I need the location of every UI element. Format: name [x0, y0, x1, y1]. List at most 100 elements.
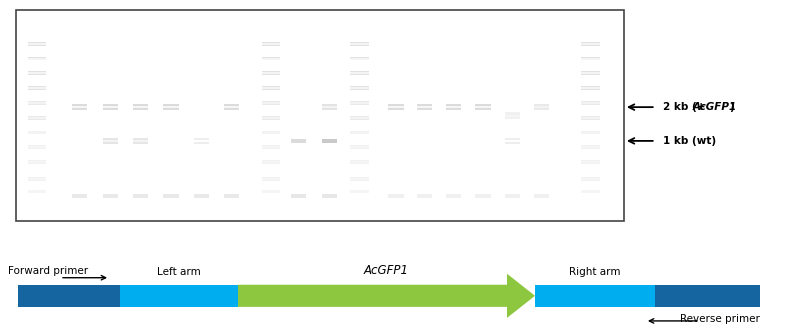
Bar — [262, 131, 281, 134]
Bar — [224, 106, 239, 108]
Bar — [28, 87, 46, 89]
Bar — [262, 190, 281, 193]
Bar — [194, 194, 209, 198]
Bar — [582, 160, 600, 164]
Bar — [389, 194, 404, 198]
Bar — [534, 104, 549, 110]
Bar — [350, 161, 369, 163]
Text: C5: C5 — [103, 38, 118, 48]
Bar — [582, 72, 600, 74]
Bar — [322, 104, 337, 110]
Bar — [28, 146, 46, 148]
Bar — [446, 104, 462, 110]
Bar — [262, 42, 281, 46]
Bar — [350, 160, 369, 164]
Text: AcGFP1: AcGFP1 — [364, 264, 409, 277]
Polygon shape — [238, 274, 535, 318]
Bar — [72, 194, 87, 198]
Bar — [18, 285, 120, 307]
Bar — [582, 131, 600, 134]
Bar — [534, 194, 549, 198]
Bar — [582, 145, 600, 149]
Bar — [350, 43, 369, 45]
Text: C11: C11 — [502, 38, 522, 48]
Bar — [582, 86, 600, 90]
Bar — [505, 115, 520, 117]
Bar — [505, 113, 520, 119]
Text: ssDNA-ss: ssDNA-ss — [435, 21, 494, 31]
Bar — [133, 140, 148, 142]
Bar — [262, 57, 281, 61]
Bar — [28, 57, 46, 61]
Bar — [475, 104, 490, 110]
Bar — [322, 106, 337, 108]
Bar — [262, 43, 281, 45]
Bar — [350, 191, 369, 193]
Bar — [389, 104, 404, 110]
Bar — [102, 106, 118, 108]
Bar — [28, 117, 46, 119]
Bar — [163, 106, 178, 108]
Bar — [582, 131, 600, 134]
Bar — [133, 104, 148, 110]
Text: Reverse primer: Reverse primer — [680, 314, 760, 324]
Bar — [72, 106, 87, 108]
Bar — [322, 194, 337, 198]
Bar — [582, 71, 600, 75]
Bar — [350, 58, 369, 60]
Bar — [446, 194, 462, 198]
Bar — [582, 177, 600, 181]
Bar — [350, 72, 369, 74]
Text: Left arm: Left arm — [157, 267, 201, 277]
Text: 2 kb (+: 2 kb (+ — [662, 102, 709, 112]
Text: C11: C11 — [222, 38, 242, 48]
Bar — [582, 146, 600, 148]
Bar — [582, 102, 600, 104]
Bar — [28, 177, 46, 181]
Bar — [262, 178, 281, 180]
Bar — [350, 178, 369, 180]
Bar — [350, 117, 369, 119]
Bar — [120, 285, 238, 307]
Bar — [262, 86, 281, 90]
Bar — [28, 116, 46, 120]
Bar — [28, 43, 46, 45]
Bar — [28, 191, 46, 193]
Bar — [350, 101, 369, 105]
Bar — [582, 178, 600, 180]
Bar — [28, 42, 46, 46]
Bar — [582, 42, 600, 46]
Bar — [28, 161, 46, 163]
Bar — [291, 139, 306, 143]
Bar — [28, 86, 46, 90]
Bar — [262, 58, 281, 60]
Bar — [446, 106, 462, 108]
Bar — [262, 145, 281, 149]
Bar — [194, 140, 209, 142]
Bar — [582, 87, 600, 89]
Text: C10: C10 — [191, 38, 212, 48]
Text: ): ) — [730, 102, 734, 112]
Bar — [28, 131, 46, 134]
Bar — [505, 194, 520, 198]
Bar — [102, 138, 118, 144]
Bar — [350, 131, 369, 134]
Bar — [475, 106, 490, 108]
Bar — [350, 57, 369, 61]
Text: 1 kb (wt): 1 kb (wt) — [662, 136, 716, 146]
Bar — [262, 116, 281, 120]
Bar — [102, 140, 118, 142]
Bar — [655, 285, 760, 307]
Bar — [389, 106, 404, 108]
Bar — [194, 138, 209, 144]
Bar — [262, 117, 281, 119]
Bar — [350, 71, 369, 75]
Text: C15: C15 — [531, 38, 552, 48]
Bar — [582, 57, 600, 61]
Text: Neg: Neg — [288, 38, 310, 48]
Bar — [262, 87, 281, 89]
Bar — [417, 194, 432, 198]
Bar — [350, 131, 369, 134]
Bar — [350, 145, 369, 149]
Text: C1: C1 — [73, 38, 87, 48]
